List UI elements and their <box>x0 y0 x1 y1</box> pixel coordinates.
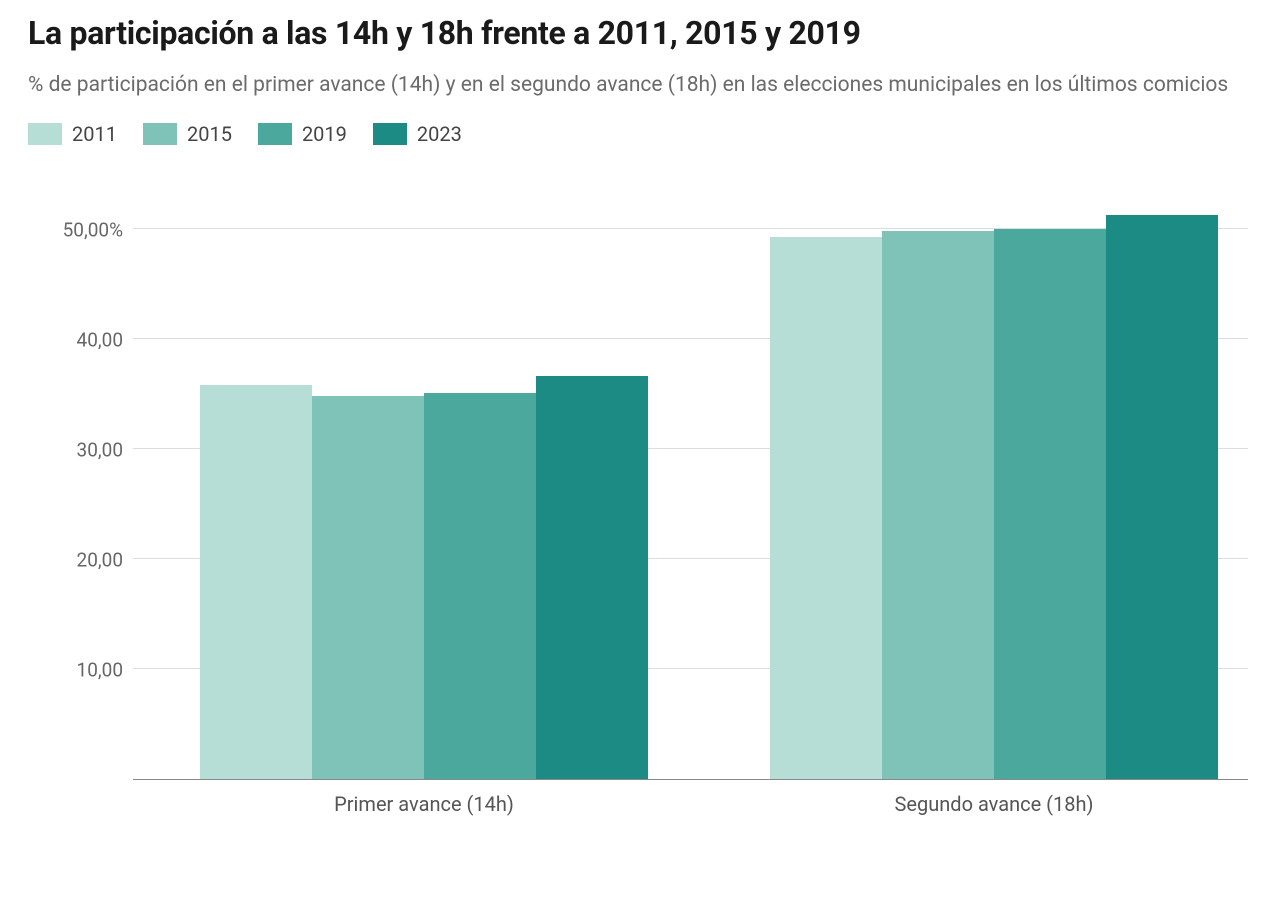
y-axis-label: 30,00 <box>28 438 123 461</box>
legend-item: 2023 <box>373 122 462 146</box>
x-axis-label: Primer avance (14h) <box>334 792 514 816</box>
legend-label: 2011 <box>72 122 117 146</box>
legend-item: 2019 <box>258 122 347 146</box>
x-axis-label: Segundo avance (18h) <box>895 792 1094 816</box>
bar <box>424 393 536 780</box>
y-axis-label: 20,00 <box>28 549 123 572</box>
legend-swatch <box>258 123 292 145</box>
bar <box>994 229 1106 780</box>
chart-subtitle: % de participación en el primer avance (… <box>28 70 1252 100</box>
legend-swatch <box>143 123 177 145</box>
bar <box>770 237 882 779</box>
y-axis-label: 50,00% <box>28 218 123 241</box>
bar <box>312 396 424 779</box>
chart-area: 10,00 20,00 30,00 40,00 50,00% Primer avance… <box>28 174 1248 824</box>
legend-label: 2023 <box>417 122 462 146</box>
bar <box>1106 215 1218 779</box>
bar <box>882 231 994 780</box>
legend-label: 2015 <box>187 122 232 146</box>
legend-swatch <box>28 123 62 145</box>
bar <box>536 376 648 779</box>
y-axis-label: 40,00 <box>28 328 123 351</box>
plot-area <box>133 174 1248 780</box>
legend: 2011 2015 2019 2023 <box>28 122 1252 146</box>
legend-swatch <box>373 123 407 145</box>
bar-group <box>200 376 648 779</box>
legend-label: 2019 <box>302 122 347 146</box>
bar-group <box>770 215 1218 779</box>
y-axis-label: 10,00 <box>28 659 123 682</box>
chart-title: La participación a las 14h y 18h frente … <box>28 14 1252 52</box>
legend-item: 2015 <box>143 122 232 146</box>
legend-item: 2011 <box>28 122 117 146</box>
bar <box>200 385 312 779</box>
chart-container: La participación a las 14h y 18h frente … <box>0 0 1280 824</box>
